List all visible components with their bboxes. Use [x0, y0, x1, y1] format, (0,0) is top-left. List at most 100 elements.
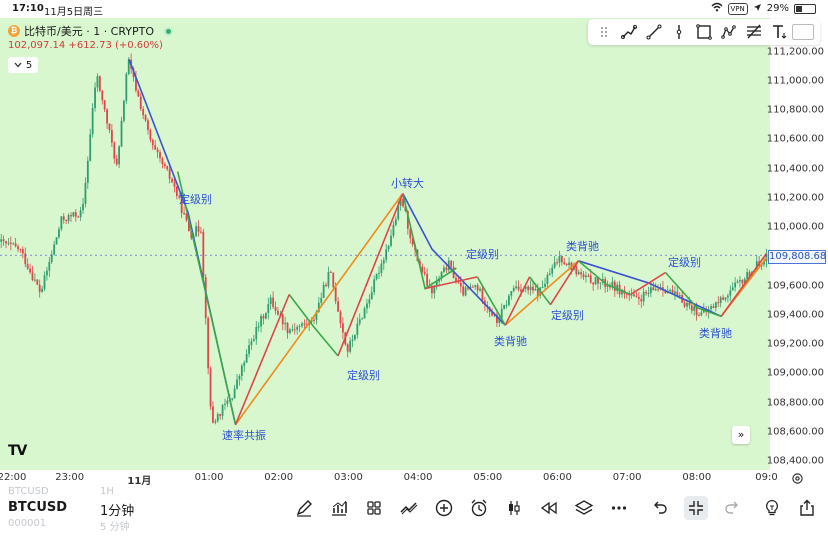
price-tick-label: 108,800.00: [766, 397, 824, 409]
candle-body: [404, 206, 407, 212]
annotation-label: 定级别: [551, 309, 584, 322]
candle-body: [298, 325, 301, 327]
candle-body: [517, 286, 520, 290]
exit-fullscreen-icon[interactable]: [684, 496, 708, 520]
candle-body: [358, 319, 361, 324]
candles-icon[interactable]: [502, 496, 526, 520]
red-trend-line: [504, 276, 531, 326]
blue-trend-line: [402, 193, 506, 326]
drawing-toolbar: [588, 19, 820, 45]
candle-body: [238, 375, 241, 380]
replay-icon[interactable]: [537, 496, 561, 520]
undo-icon[interactable]: [648, 496, 672, 520]
symbol-title[interactable]: 比特币/美元 · 1 · CRYPTO: [24, 25, 155, 38]
lightbulb-icon[interactable]: [760, 496, 784, 520]
pen-icon[interactable]: [292, 496, 316, 520]
candle-body: [443, 267, 445, 272]
rectangle-tool-icon[interactable]: [693, 22, 715, 42]
candle-body: [286, 322, 289, 334]
candle-body: [151, 139, 154, 146]
candle-body: [524, 286, 527, 289]
candle-body: [392, 225, 395, 236]
candle-body: [250, 341, 253, 346]
interval-selector[interactable]: 1分钟: [100, 504, 135, 519]
candle-body: [200, 231, 202, 233]
more-icon[interactable]: [607, 496, 631, 520]
candle-body: [163, 164, 166, 167]
candle-body: [387, 245, 390, 250]
symbol-selector[interactable]: BTCUSD: [8, 500, 68, 515]
candle-body: [231, 398, 234, 400]
current-price-tag: 109,808.68: [768, 250, 827, 264]
annotation-label: 速率共振: [222, 429, 266, 442]
annotation-label: 小转大: [391, 177, 424, 190]
candle-body: [674, 291, 676, 294]
candle-body: [320, 297, 323, 303]
candle-body: [301, 323, 303, 326]
tradingview-logo: TV: [8, 443, 27, 459]
redo-icon[interactable]: [720, 496, 744, 520]
text-tool-icon[interactable]: [768, 22, 790, 42]
candle-body: [224, 403, 226, 405]
annotation-label: 定级别: [668, 256, 701, 269]
settings-gear-icon[interactable]: [788, 470, 806, 486]
candle-body: [219, 414, 222, 416]
line-style-select[interactable]: [792, 24, 815, 40]
candle-body: [512, 288, 515, 292]
collapse-indicators-button[interactable]: 5: [8, 57, 38, 73]
candle-body: [664, 290, 667, 294]
candle-body: [380, 263, 383, 273]
candle-body: [175, 186, 178, 197]
candle-body: [264, 312, 267, 319]
candle-body: [50, 254, 53, 262]
grid-layout-icon[interactable]: [362, 496, 386, 520]
price-axis[interactable]: 111,200.00 111,000.00 110,800.00 110,600.00…: [766, 18, 828, 470]
indicators-icon[interactable]: [327, 496, 351, 520]
candle-body: [714, 302, 717, 309]
alarm-clock-icon[interactable]: [467, 496, 491, 520]
candle-body: [89, 134, 92, 161]
red-trend-line: [424, 276, 478, 290]
candle-body: [349, 340, 352, 352]
candle-body: [719, 297, 722, 303]
ray-tool-icon[interactable]: [643, 22, 665, 42]
annotation-label: 定级别: [179, 193, 212, 206]
time-axis[interactable]: 22:00 23:00 11月 01:00 02:00 03:00 04:00 05:00 06…: [0, 470, 828, 487]
vertical-line-tool-icon[interactable]: [668, 22, 690, 42]
candle-body: [366, 303, 368, 309]
price-tick-label: 110,400.00: [766, 163, 824, 175]
trend-line-tool-icon[interactable]: [618, 22, 640, 42]
candle-body: [185, 213, 188, 221]
candle-body: [252, 339, 255, 342]
scroll-to-realtime-button[interactable]: »: [732, 426, 750, 444]
fib-retracement-tool-icon[interactable]: [743, 22, 765, 42]
candle-body: [262, 316, 265, 319]
share-icon[interactable]: [795, 496, 819, 520]
candle-body: [149, 129, 152, 140]
candle-body: [532, 286, 534, 291]
candle-body: [748, 272, 751, 277]
candle-body: [214, 421, 217, 423]
chart-canvas[interactable]: [0, 18, 770, 470]
add-icon[interactable]: [432, 496, 456, 520]
candle-body: [544, 283, 546, 287]
symbol-header[interactable]: ₿ 比特币/美元 · 1 · CRYPTO: [8, 23, 174, 39]
candle-body: [431, 285, 433, 294]
pattern-tool-icon[interactable]: [718, 22, 740, 42]
green-trend-line: [476, 276, 506, 326]
candle-body: [498, 319, 501, 324]
layers-icon[interactable]: [572, 496, 596, 520]
chart-area[interactable]: [0, 18, 770, 470]
candle-body: [293, 329, 296, 331]
candle-body: [698, 314, 700, 316]
candle-body: [289, 329, 291, 334]
candle-body: [563, 262, 566, 264]
candle-body: [103, 100, 106, 110]
candle-body: [585, 275, 587, 278]
templates-icon[interactable]: [397, 496, 421, 520]
candle-body: [180, 197, 183, 214]
drag-handle-icon[interactable]: [593, 22, 615, 42]
candle-body: [187, 220, 190, 232]
bitcoin-icon: ₿: [8, 25, 20, 37]
candle-body: [722, 297, 724, 300]
